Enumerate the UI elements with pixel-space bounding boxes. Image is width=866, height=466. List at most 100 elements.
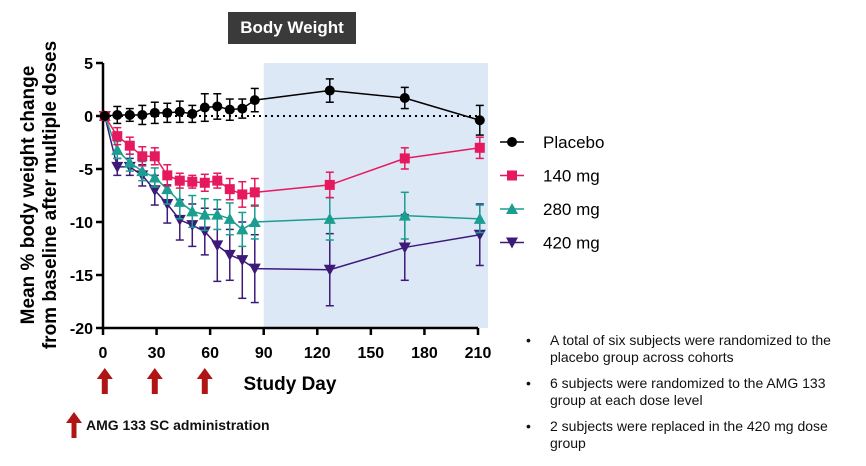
data-point xyxy=(112,109,123,120)
y-axis-title-group: Mean % body weight change from baseline a… xyxy=(18,41,61,349)
data-point xyxy=(99,111,110,121)
y-axis-title-line-1: Mean % body weight change xyxy=(18,66,39,325)
data-point xyxy=(223,249,236,261)
x-axis-title: Study Day xyxy=(244,374,337,395)
data-point xyxy=(174,106,185,117)
data-point xyxy=(474,115,485,126)
administration-label: AMG 133 SC administration xyxy=(86,417,270,433)
data-point xyxy=(323,212,336,224)
note-item: 2 subjects were replaced in the 420 mg d… xyxy=(522,418,852,452)
legend-label: Placebo xyxy=(543,133,604,152)
data-point xyxy=(248,216,261,227)
data-point xyxy=(198,208,211,220)
data-point xyxy=(199,102,210,113)
y-tick-label: -15 xyxy=(70,268,93,285)
x-tick-label: 30 xyxy=(148,345,166,362)
series-line xyxy=(104,115,480,271)
note-item: 6 subjects were randomized to the AMG 13… xyxy=(522,375,852,409)
data-point xyxy=(149,107,160,118)
data-point xyxy=(224,184,235,195)
data-point xyxy=(237,189,248,200)
data-point xyxy=(249,187,260,198)
data-point xyxy=(398,209,411,221)
y-tick-label: 0 xyxy=(84,109,93,126)
data-point xyxy=(473,212,486,224)
data-point xyxy=(236,223,249,235)
legend-marker xyxy=(507,137,517,147)
legend-label: 280 mg xyxy=(543,200,600,219)
data-point xyxy=(398,242,411,254)
data-point xyxy=(399,153,410,164)
series-placebo xyxy=(99,78,485,136)
data-point xyxy=(124,109,135,120)
legend-label: 140 mg xyxy=(543,167,600,186)
series-140-mg xyxy=(99,111,485,208)
data-point xyxy=(187,108,198,119)
data-point xyxy=(136,165,149,177)
dose-arrow-icon xyxy=(146,368,163,394)
dose-arrow-icon xyxy=(196,368,213,394)
administration-legend: AMG 133 SC administration xyxy=(66,412,270,438)
y-tick-label: -10 xyxy=(70,215,93,232)
series-line xyxy=(104,89,480,121)
note-item: A total of six subjects were randomized … xyxy=(522,332,852,366)
legend-marker xyxy=(506,203,518,214)
x-tick-label: 90 xyxy=(255,345,273,362)
data-point xyxy=(124,140,135,151)
data-point xyxy=(474,142,485,153)
data-point xyxy=(187,176,198,187)
data-point xyxy=(324,85,335,96)
x-tick-label: 180 xyxy=(411,345,438,362)
data-point xyxy=(173,195,186,207)
data-point xyxy=(224,104,235,115)
data-point xyxy=(186,205,199,217)
data-point xyxy=(137,151,148,162)
x-tick-label: 60 xyxy=(201,345,219,362)
data-point xyxy=(237,103,248,114)
data-point xyxy=(137,109,148,120)
y-axis-title-line-2: from baseline after multiple doses xyxy=(40,41,61,349)
x-tick-label: 210 xyxy=(465,345,492,362)
data-point xyxy=(249,95,260,106)
dose-arrow-icon xyxy=(96,368,113,394)
legend-marker xyxy=(507,170,517,181)
x-tick-label: 150 xyxy=(358,345,385,362)
data-point xyxy=(173,214,186,226)
data-point xyxy=(399,92,410,103)
data-point xyxy=(211,240,224,252)
x-tick-label: 0 xyxy=(99,345,108,362)
data-point xyxy=(111,143,124,155)
data-point xyxy=(198,226,211,238)
data-point xyxy=(324,179,335,190)
series-line xyxy=(104,115,480,231)
data-point xyxy=(123,156,136,168)
legend-label: 420 mg xyxy=(543,234,600,253)
data-point xyxy=(223,212,236,224)
data-point xyxy=(212,175,223,186)
data-point xyxy=(212,101,223,112)
y-tick-label: 5 xyxy=(84,56,93,73)
data-point xyxy=(323,264,336,276)
notes-list: A total of six subjects were randomized … xyxy=(522,332,852,461)
data-point xyxy=(248,263,261,275)
data-point xyxy=(236,255,249,267)
data-point xyxy=(112,131,123,142)
legend: Placebo 140 mg 280 mg 420 mg xyxy=(500,133,604,253)
data-point xyxy=(174,175,185,186)
y-tick-label: -20 xyxy=(70,321,93,338)
data-point xyxy=(199,177,210,188)
data-point xyxy=(162,107,173,118)
data-point xyxy=(162,170,173,181)
shaded-region xyxy=(263,63,488,328)
data-point xyxy=(148,185,161,197)
data-point xyxy=(111,161,124,173)
data-point xyxy=(161,183,174,195)
y-tick-label: -5 xyxy=(79,162,93,179)
data-point xyxy=(149,151,160,162)
data-point xyxy=(211,208,224,220)
series-line xyxy=(104,115,480,196)
x-tick-label: 120 xyxy=(304,345,331,362)
chart-title: Body Weight xyxy=(228,12,356,44)
data-point xyxy=(148,171,161,183)
